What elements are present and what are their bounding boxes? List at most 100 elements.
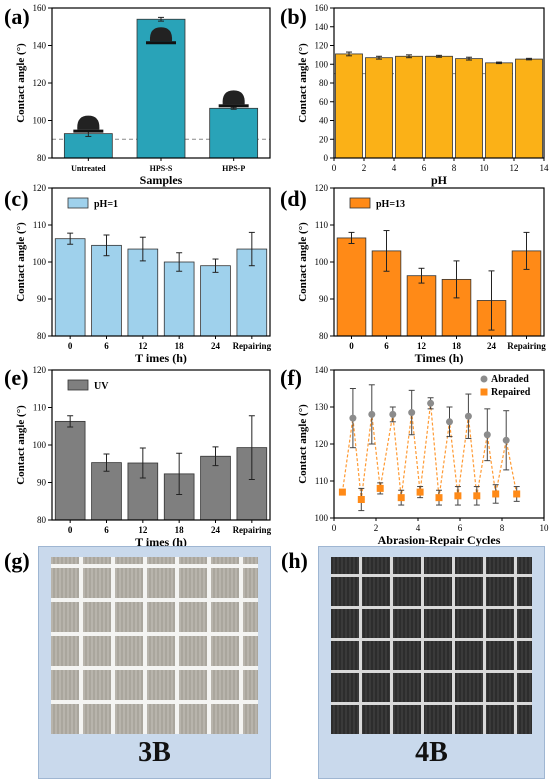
y-tick-label: 60 <box>319 97 329 107</box>
bar <box>395 55 423 159</box>
y-tick-label: 90 <box>37 478 47 488</box>
legend-swatch <box>349 197 371 209</box>
point-abraded <box>446 418 453 426</box>
point-abraded <box>502 436 510 444</box>
point-repaired <box>376 484 384 492</box>
x-tick-label: Repairing <box>233 341 272 351</box>
y-tick-label: 80 <box>319 331 329 341</box>
y-tick-label: 130 <box>315 402 329 412</box>
x-tick-label: 6 <box>458 523 463 533</box>
photo-h-caption: 4B <box>415 737 448 768</box>
x-tick-label: 2 <box>374 523 379 533</box>
point-repaired <box>513 490 521 498</box>
x-axis-label: Samples <box>140 173 183 187</box>
substrate-icon <box>218 104 249 108</box>
x-tick-label: 6 <box>422 163 427 173</box>
chart-a: (a) 80 100 120 140 160 Contact angle (°) Untrea… <box>4 3 271 187</box>
plot-frame <box>51 369 271 521</box>
x-axis-label: T imes (h) <box>135 351 187 365</box>
panel-label-b: (b) <box>280 4 307 29</box>
y-tick-label: 140 <box>33 41 47 51</box>
x-tick-label: Repairing <box>507 341 546 351</box>
x-tick-label: 14 <box>540 163 550 173</box>
x-tick-label: 24 <box>211 341 221 351</box>
bar <box>200 455 231 521</box>
point-abraded <box>464 412 472 420</box>
point-abraded <box>483 431 491 439</box>
y-axis-label: Contact angle (°) <box>15 405 27 485</box>
y-tick-label: 110 <box>315 476 329 486</box>
x-tick-label: 8 <box>500 523 505 533</box>
y-tick-label: 80 <box>37 331 47 341</box>
bar <box>336 237 367 337</box>
x-tick-label: 12 <box>138 341 148 351</box>
y-tick-label: 100 <box>315 59 329 69</box>
bar <box>163 261 195 337</box>
x-tick-label: 6 <box>384 341 389 351</box>
point-abraded <box>427 399 435 407</box>
y-tick-label: 80 <box>37 153 47 163</box>
x-axis-label: Abrasion-Repair Cycles <box>378 533 501 547</box>
y-tick-label: 120 <box>33 78 47 88</box>
x-tick-label: 0 <box>68 525 73 535</box>
plot-frame <box>333 7 545 159</box>
bar <box>425 55 453 159</box>
plot-frame <box>333 187 545 337</box>
bar <box>63 133 113 159</box>
y-tick-label: 110 <box>315 220 329 230</box>
y-tick-label: 120 <box>33 365 47 375</box>
bar <box>455 58 483 159</box>
legend-label: pH=1 <box>94 199 118 210</box>
y-tick-label: 100 <box>315 257 329 267</box>
y-tick-label: 20 <box>319 134 329 144</box>
point-abraded <box>368 410 376 418</box>
y-tick-label: 160 <box>33 3 47 13</box>
bar <box>54 238 86 337</box>
substrate-icon <box>146 41 176 45</box>
point-repaired <box>357 496 365 503</box>
panel-label-c: (c) <box>4 186 28 211</box>
photo-panel-g: 3B <box>38 546 271 779</box>
y-tick-label: 100 <box>33 257 47 267</box>
y-tick-label: 140 <box>315 365 329 375</box>
chart-c: (c) 80 90 100 110 120 Contact angle (°) 0 6 12 18 2… <box>4 183 272 365</box>
x-axis-label: Times (h) <box>415 351 464 365</box>
x-tick-label: 2 <box>362 163 367 173</box>
y-axis-label: Contact angle (°) <box>297 222 309 302</box>
bar <box>200 265 231 337</box>
droplet-icon <box>222 90 245 105</box>
photo-g-caption: 3B <box>138 737 171 768</box>
x-tick-label: 4 <box>416 523 421 533</box>
connecting-line <box>341 403 518 500</box>
legend-label: UV <box>94 381 109 392</box>
legend-label: pH=13 <box>376 199 405 210</box>
legend-label: Repaired <box>491 387 531 398</box>
chart-f: (f) 100 110 120 130 140 Contact angle (°) 0 2 4 6 8… <box>280 365 549 547</box>
x-tick-label: 6 <box>104 341 109 351</box>
x-tick-label: Untreated <box>71 164 106 173</box>
point-repaired <box>416 488 424 496</box>
y-tick-label: 40 <box>319 116 329 126</box>
x-tick-label: 0 <box>349 341 354 351</box>
y-tick-label: 90 <box>37 294 47 304</box>
photo-h-image <box>331 557 532 734</box>
bar <box>209 107 259 159</box>
x-tick-label: 10 <box>540 523 550 533</box>
plot-frame <box>333 369 545 519</box>
point-repaired <box>473 492 481 500</box>
x-tick-label: 24 <box>211 525 221 535</box>
panel-label-g: (g) <box>4 548 30 573</box>
x-tick-label: Repairing <box>233 525 272 535</box>
plot-frame <box>51 187 271 337</box>
y-tick-label: 100 <box>33 440 47 450</box>
x-tick-label: 24 <box>487 341 497 351</box>
photo-panel-h: 4B <box>318 546 545 779</box>
x-tick-label: 0 <box>68 341 73 351</box>
point-abraded <box>408 409 416 417</box>
point-repaired <box>454 492 462 500</box>
y-tick-label: 80 <box>319 78 329 88</box>
legend-label: Abraded <box>491 374 529 385</box>
x-axis-label: T imes (h) <box>135 535 187 549</box>
